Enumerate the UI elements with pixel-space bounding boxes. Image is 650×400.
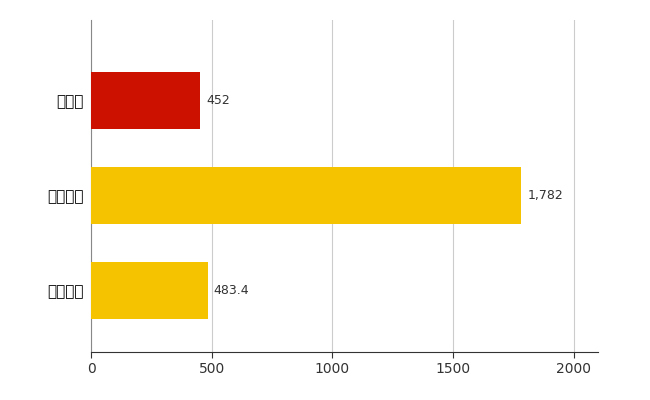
Bar [91, 262, 208, 319]
Bar [91, 167, 521, 224]
Text: 452: 452 [206, 94, 230, 107]
Text: 1,782: 1,782 [527, 189, 563, 202]
Text: 483.4: 483.4 [214, 284, 250, 297]
Bar [91, 72, 200, 129]
